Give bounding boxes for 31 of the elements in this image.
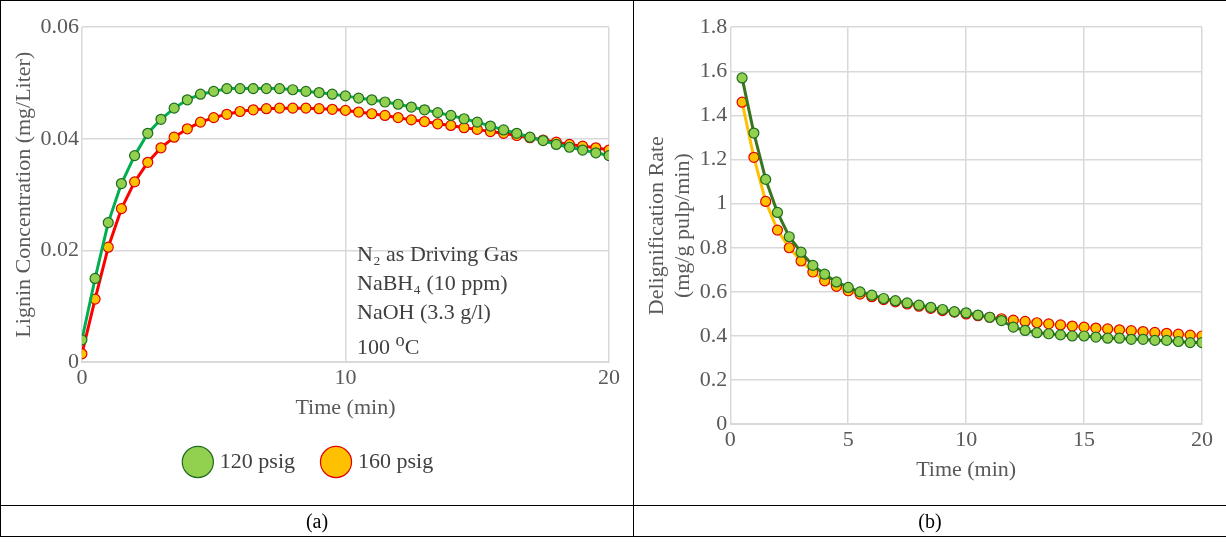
annotation: N₂ as Driving Gas: [357, 240, 519, 268]
legend-label: 160 psig: [358, 447, 434, 473]
y-tick-label: 1.8: [699, 12, 728, 38]
x-tick-label: 10: [334, 364, 357, 390]
x-tick-label: 10: [955, 426, 978, 452]
x-tick-label: 20: [598, 364, 620, 390]
x-tick-label: 15: [1073, 426, 1096, 452]
y-tick-label: 1.4: [699, 101, 728, 127]
annotation: NaBH₄ (10 ppm): [357, 269, 509, 297]
y-tick-label: 1: [716, 189, 728, 215]
y-tick-label: 0.8: [699, 233, 728, 259]
annotation: 100 $^{o}$C: [357, 329, 421, 362]
y-tick-label: 0: [67, 347, 79, 373]
y-tick-label: 0.02: [40, 236, 79, 262]
y-tick-label: 0.6: [699, 277, 728, 303]
y-tick-label: 1.2: [699, 145, 728, 171]
text: (a): [1, 505, 633, 537]
x-tick-label: 20: [1191, 426, 1213, 452]
x-axis-title: Time (min): [295, 393, 396, 419]
legend-label: 120 psig: [219, 447, 296, 473]
x-tick-label: 5: [842, 426, 854, 452]
x-axis-title: Time (min): [916, 455, 1017, 481]
y-axis-title: Delignification Rate (mg/g pulp/min): [642, 136, 695, 316]
y-tick-label: 0.4: [699, 321, 728, 347]
y-tick-label: 1.6: [699, 57, 728, 83]
y-axis-title: Lignin Concentration (mg/Liter): [9, 51, 35, 338]
annotation: NaOH (3.3 g/l): [357, 298, 492, 326]
text: (b): [634, 505, 1226, 537]
y-tick-label: 0.04: [40, 124, 79, 150]
y-tick-label: 0.06: [40, 12, 79, 38]
y-tick-label: 0.2: [699, 365, 728, 391]
